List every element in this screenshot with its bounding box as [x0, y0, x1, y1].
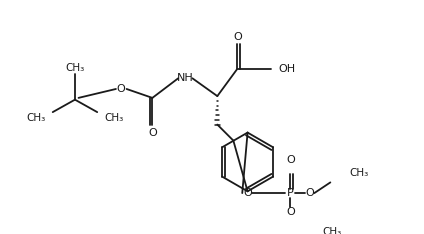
Text: CH₃: CH₃ — [322, 227, 342, 234]
Text: O: O — [117, 84, 126, 94]
Text: OH: OH — [279, 64, 296, 74]
Text: CH₃: CH₃ — [104, 113, 123, 123]
Text: O: O — [148, 128, 157, 138]
Text: P: P — [287, 188, 294, 198]
Text: CH₃: CH₃ — [349, 168, 368, 178]
Text: CH₃: CH₃ — [26, 113, 46, 123]
Text: CH₃: CH₃ — [65, 63, 85, 73]
Text: NH: NH — [177, 73, 194, 83]
Text: O: O — [287, 155, 296, 165]
Text: O: O — [286, 207, 295, 217]
Text: O: O — [234, 32, 242, 42]
Text: O: O — [243, 188, 252, 198]
Text: O: O — [306, 188, 314, 198]
